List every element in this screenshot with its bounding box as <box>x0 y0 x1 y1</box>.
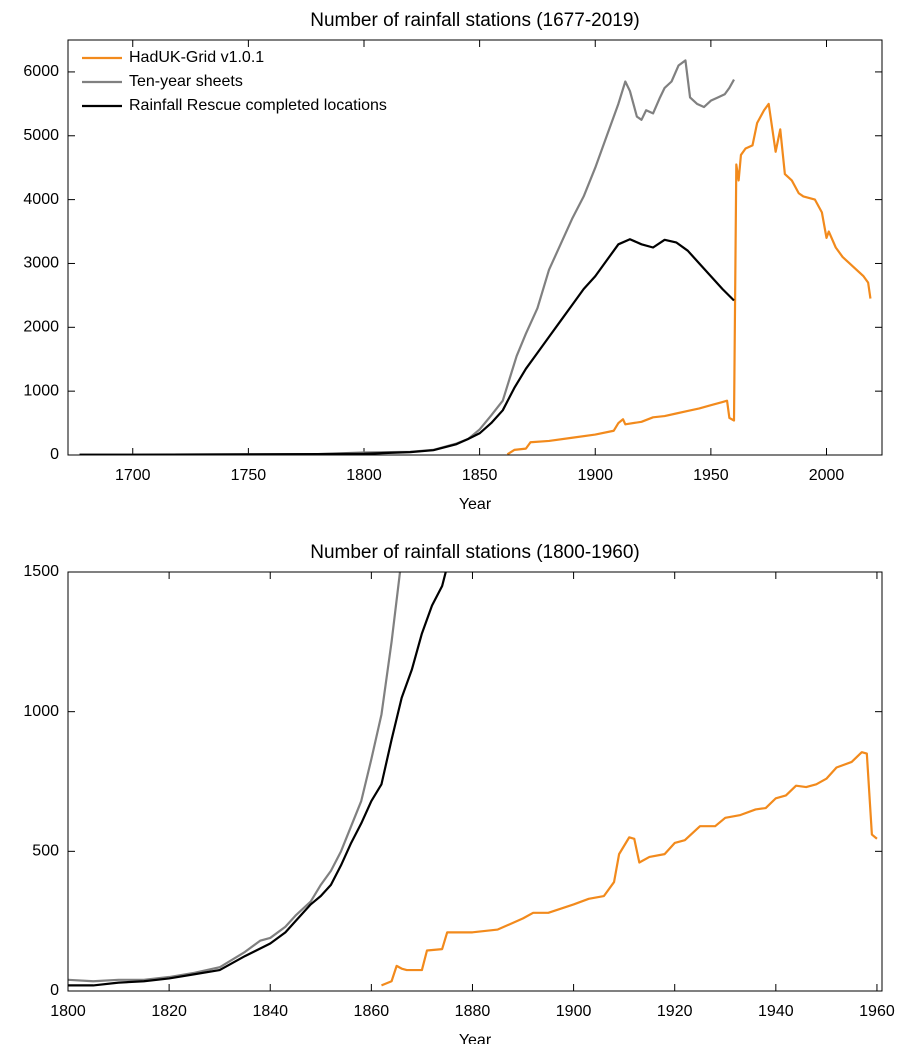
series-line <box>79 59 735 455</box>
y-tick-label: 1000 <box>23 703 59 720</box>
x-tick-label: 1940 <box>758 1003 794 1020</box>
legend-label: HadUK-Grid v1.0.1 <box>129 49 264 66</box>
plot-area <box>68 572 878 987</box>
x-tick-label: 1750 <box>231 467 267 484</box>
y-tick-label: 2000 <box>23 319 59 336</box>
y-tick-label: 4000 <box>23 191 59 208</box>
y-tick-label: 3000 <box>23 255 59 272</box>
axes-box <box>67 571 883 992</box>
x-tick-label: 1900 <box>577 467 613 484</box>
series-line <box>79 238 735 455</box>
x-axis-label: Year <box>459 496 492 513</box>
y-tick-label: 5000 <box>23 127 59 144</box>
x-tick-label: 1960 <box>859 1003 895 1020</box>
x-tick-label: 1800 <box>346 467 382 484</box>
x-tick-label: 1920 <box>657 1003 693 1020</box>
series-line <box>68 572 447 987</box>
x-tick-label: 1900 <box>556 1003 592 1020</box>
legend-label: Rainfall Rescue completed locations <box>129 97 387 114</box>
x-tick-label: 2000 <box>809 467 845 484</box>
x-tick-label: 1950 <box>693 467 729 484</box>
y-tick-label: 1000 <box>23 382 59 399</box>
x-tick-label: 1820 <box>151 1003 187 1020</box>
series-line <box>506 102 872 455</box>
x-tick-label: 1800 <box>50 1003 86 1020</box>
x-tick-label: 1850 <box>462 467 498 484</box>
axes-box <box>67 39 883 456</box>
plot-area <box>79 59 872 455</box>
legend-label: Ten-year sheets <box>129 73 243 90</box>
y-tick-label: 0 <box>50 982 59 999</box>
x-axis-label: Year <box>459 1032 492 1044</box>
x-tick-label: 1880 <box>455 1003 491 1020</box>
chart-title: Number of rainfall stations (1800-1960) <box>310 542 640 563</box>
series-line <box>381 751 878 987</box>
y-tick-label: 6000 <box>23 63 59 80</box>
y-tick-label: 0 <box>50 446 59 463</box>
y-tick-label: 500 <box>32 843 59 860</box>
y-tick-label: 1500 <box>23 563 59 580</box>
x-tick-label: 1700 <box>115 467 151 484</box>
x-tick-label: 1840 <box>252 1003 288 1020</box>
x-tick-label: 1860 <box>354 1003 390 1020</box>
chart-title: Number of rainfall stations (1677-2019) <box>310 10 640 31</box>
series-line <box>68 572 402 983</box>
